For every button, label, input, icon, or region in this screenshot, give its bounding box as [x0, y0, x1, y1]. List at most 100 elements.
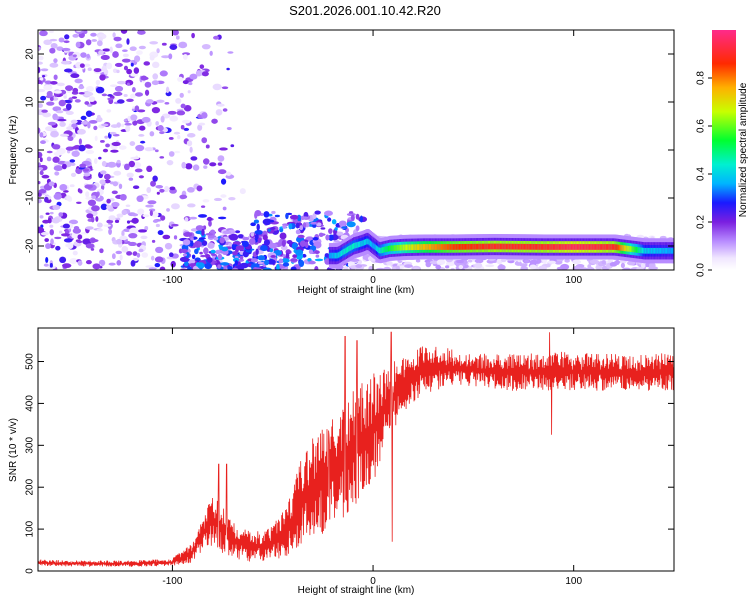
spectrogram-cell	[429, 260, 439, 265]
spectrogram-cell	[84, 91, 94, 97]
spectrogram-cell	[57, 118, 67, 122]
spectrogram-cell	[232, 251, 238, 256]
spectrogram-cell	[39, 132, 44, 138]
spectrogram-cell	[116, 99, 125, 104]
spectrogram-cell	[128, 160, 136, 168]
spectrogram-cell	[213, 236, 219, 241]
snr-y-label: SNR (10 * v/v)	[8, 418, 19, 482]
spectrogram-cell	[144, 81, 152, 88]
spectrogram-cell	[184, 251, 190, 258]
spectrogram-cell	[165, 86, 170, 94]
spectrogram-cell	[100, 203, 108, 211]
y-tick-label: 400	[25, 395, 36, 412]
spectrogram-cell	[131, 108, 136, 112]
spectrogram-cell	[217, 216, 227, 220]
spectrogram-cell	[137, 109, 146, 113]
spectrogram-cell	[90, 32, 97, 37]
spectrogram-ridge-cell	[645, 247, 648, 254]
spectrogram-ridge-cell	[442, 244, 445, 250]
spectrogram-cell	[134, 92, 144, 97]
spectrogram-ridge-cell	[573, 244, 576, 250]
spectrogram-cell	[167, 110, 177, 115]
spectrogram-cell	[169, 186, 176, 191]
spectrogram-ridge-cell	[574, 244, 577, 250]
spectrogram-cell	[154, 256, 164, 263]
spectrogram-cell	[173, 131, 181, 135]
snr-x-label: Height of straight line (km)	[298, 585, 415, 596]
spectrogram-ridge-cell	[495, 243, 498, 250]
y-tick-label: 0	[25, 147, 36, 153]
spectrogram-cell	[39, 157, 43, 163]
spectrogram-cell	[184, 217, 189, 222]
spectrogram-cell	[314, 266, 319, 270]
colorbar: 0.0 0.2 0.4 0.6 0.8 Normalized spectral ampl…	[696, 30, 749, 277]
spectrogram-ridge-cell	[620, 244, 623, 251]
spectrogram-ridge-cell	[337, 252, 340, 259]
spectrogram-cell	[215, 109, 223, 116]
spectrogram-cell	[43, 84, 53, 91]
spectrogram-cell	[175, 35, 180, 40]
spectrogram-cell	[47, 217, 52, 224]
spectrogram-cell	[112, 51, 119, 58]
spectrogram-cell	[109, 181, 115, 185]
spectrogram-cell	[144, 89, 150, 96]
spectrogram-cell	[168, 151, 175, 157]
spectrogram-cell	[173, 235, 178, 240]
y-tick-label: 200	[25, 478, 36, 495]
spectrogram-ridge-cell	[552, 244, 556, 250]
spectrogram-ridge-cell	[446, 244, 450, 250]
spectrogram-ridge-cell	[472, 243, 475, 250]
spectrogram-cell	[104, 135, 109, 139]
spectrogram-ridge-cell	[520, 243, 523, 250]
spectrogram-ridge-cell	[385, 246, 388, 253]
spectrogram-cell	[78, 189, 83, 194]
spectrogram-ridge-cell	[404, 244, 407, 251]
spectrogram-cell	[308, 249, 314, 255]
spectrogram-ridge-cell	[582, 244, 586, 250]
spectrogram-ridge-cell	[662, 247, 665, 254]
spectrogram-cell	[415, 259, 421, 263]
spectrogram-cell	[278, 258, 284, 264]
spectrogram-cell	[139, 140, 146, 144]
spectrogram-ridge-cell	[365, 239, 368, 245]
spectrogram-cell	[177, 134, 181, 140]
spectrogram-cell	[38, 180, 41, 185]
spectrogram-cell	[102, 148, 109, 153]
spectrogram-cell	[70, 119, 78, 124]
spectrogram-cell	[121, 209, 128, 216]
spectrogram-ridge-cell	[432, 244, 435, 250]
spectrogram-cell	[202, 158, 210, 165]
spectrogram-x-ticks: -100 0 100	[162, 30, 582, 286]
spectrogram-cell	[404, 264, 413, 268]
spectrogram-ridge-cell	[498, 243, 501, 250]
spectrogram-cell	[151, 239, 156, 243]
spectrogram-cell	[242, 241, 249, 248]
spectrogram-cell	[85, 149, 95, 155]
spectrogram-ridge-cell	[484, 243, 487, 250]
spectrogram-cell	[157, 125, 164, 132]
spectrogram-ridge-cell	[460, 243, 463, 250]
spectrogram-cell	[39, 170, 44, 176]
spectrogram-cell	[157, 230, 164, 236]
spectrogram-cell	[101, 123, 109, 127]
spectrogram-ridge-cell	[497, 243, 500, 250]
spectrogram-ridge-cell	[537, 244, 540, 250]
spectrogram-ridge-cell	[561, 244, 564, 250]
spectrogram-cell	[53, 151, 63, 156]
spectrogram-cell	[298, 259, 305, 267]
spectrogram-ridge-cell	[452, 244, 456, 250]
spectrogram-cell	[124, 122, 132, 126]
spectrogram-cell	[399, 265, 406, 269]
spectrogram-cell	[116, 122, 121, 128]
spectrogram-ridge-cell	[387, 245, 391, 252]
spectrogram-ridge-cell	[628, 245, 631, 252]
spectrogram-cell	[99, 248, 104, 254]
spectrogram-cell	[160, 215, 166, 221]
spectrogram-cell	[64, 34, 70, 40]
spectrogram-ridge-cell	[576, 244, 580, 250]
spectrogram-cell	[500, 258, 507, 263]
spectrogram-ridge-cell	[428, 244, 432, 250]
spectrogram-ridge-cell	[621, 245, 624, 251]
spectrogram-ridge-cell	[490, 243, 493, 250]
spectrogram-ridge-cell	[643, 247, 646, 254]
